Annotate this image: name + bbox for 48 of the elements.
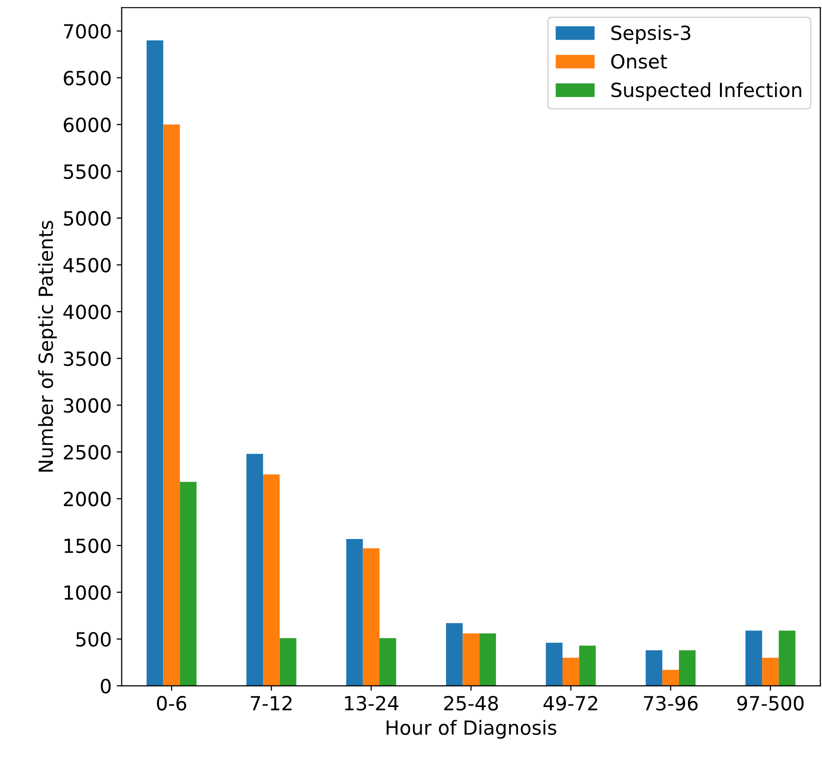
y-tick-label: 500	[76, 632, 111, 647]
y-tick-label: 1500	[64, 538, 111, 554]
bar	[462, 633, 480, 686]
y-tick-label: 5500	[64, 164, 111, 179]
y-tick-label: 3000	[64, 398, 111, 413]
legend-label: Onset	[611, 54, 668, 69]
y-axis-title: Number of Septic Patients	[38, 220, 57, 472]
legend-label: Sepsis-3	[611, 25, 690, 44]
bar	[146, 40, 164, 686]
bar	[646, 650, 662, 686]
bar	[678, 650, 696, 686]
x-tick-label: 0-6	[156, 696, 186, 711]
x-axis-title: Hour of Diagnosis	[386, 720, 556, 739]
bar	[163, 124, 180, 686]
bar	[380, 638, 396, 686]
y-tick-label: 4000	[63, 304, 111, 320]
x-tick-label: 7-12	[250, 696, 292, 710]
x-tick-label: 49-72	[544, 696, 598, 711]
x-tick-label: 25-48	[444, 696, 498, 711]
legend-label: Suspected Infection	[611, 82, 802, 102]
bar	[362, 548, 380, 686]
bar	[562, 658, 580, 686]
y-tick-label: 0	[100, 678, 111, 694]
bar	[762, 658, 779, 686]
bar	[745, 630, 762, 686]
bar	[479, 633, 496, 686]
y-tick-label: 4500	[63, 258, 111, 273]
bar	[446, 623, 463, 686]
bar	[579, 646, 596, 686]
x-tick-label: 97-500	[737, 696, 804, 711]
y-tick-label: 5000	[64, 211, 111, 226]
y-tick-label: 6500	[64, 70, 111, 86]
bar	[246, 454, 264, 686]
x-tick-label: 73-96	[644, 696, 698, 711]
y-tick-label: 7000	[64, 24, 111, 39]
bar	[280, 638, 296, 686]
y-tick-label: 3500	[64, 351, 111, 366]
bar	[346, 538, 363, 686]
x-tick-label: 13-24	[345, 696, 398, 711]
bar	[778, 630, 796, 686]
bar	[180, 482, 197, 686]
y-tick-label: 1000	[64, 585, 111, 600]
bar	[662, 670, 679, 686]
y-tick-label: 2000	[64, 492, 111, 506]
bar	[546, 642, 562, 686]
y-tick-label: 2500	[64, 444, 111, 460]
bar	[263, 474, 280, 686]
y-tick-label: 6000	[64, 118, 111, 132]
